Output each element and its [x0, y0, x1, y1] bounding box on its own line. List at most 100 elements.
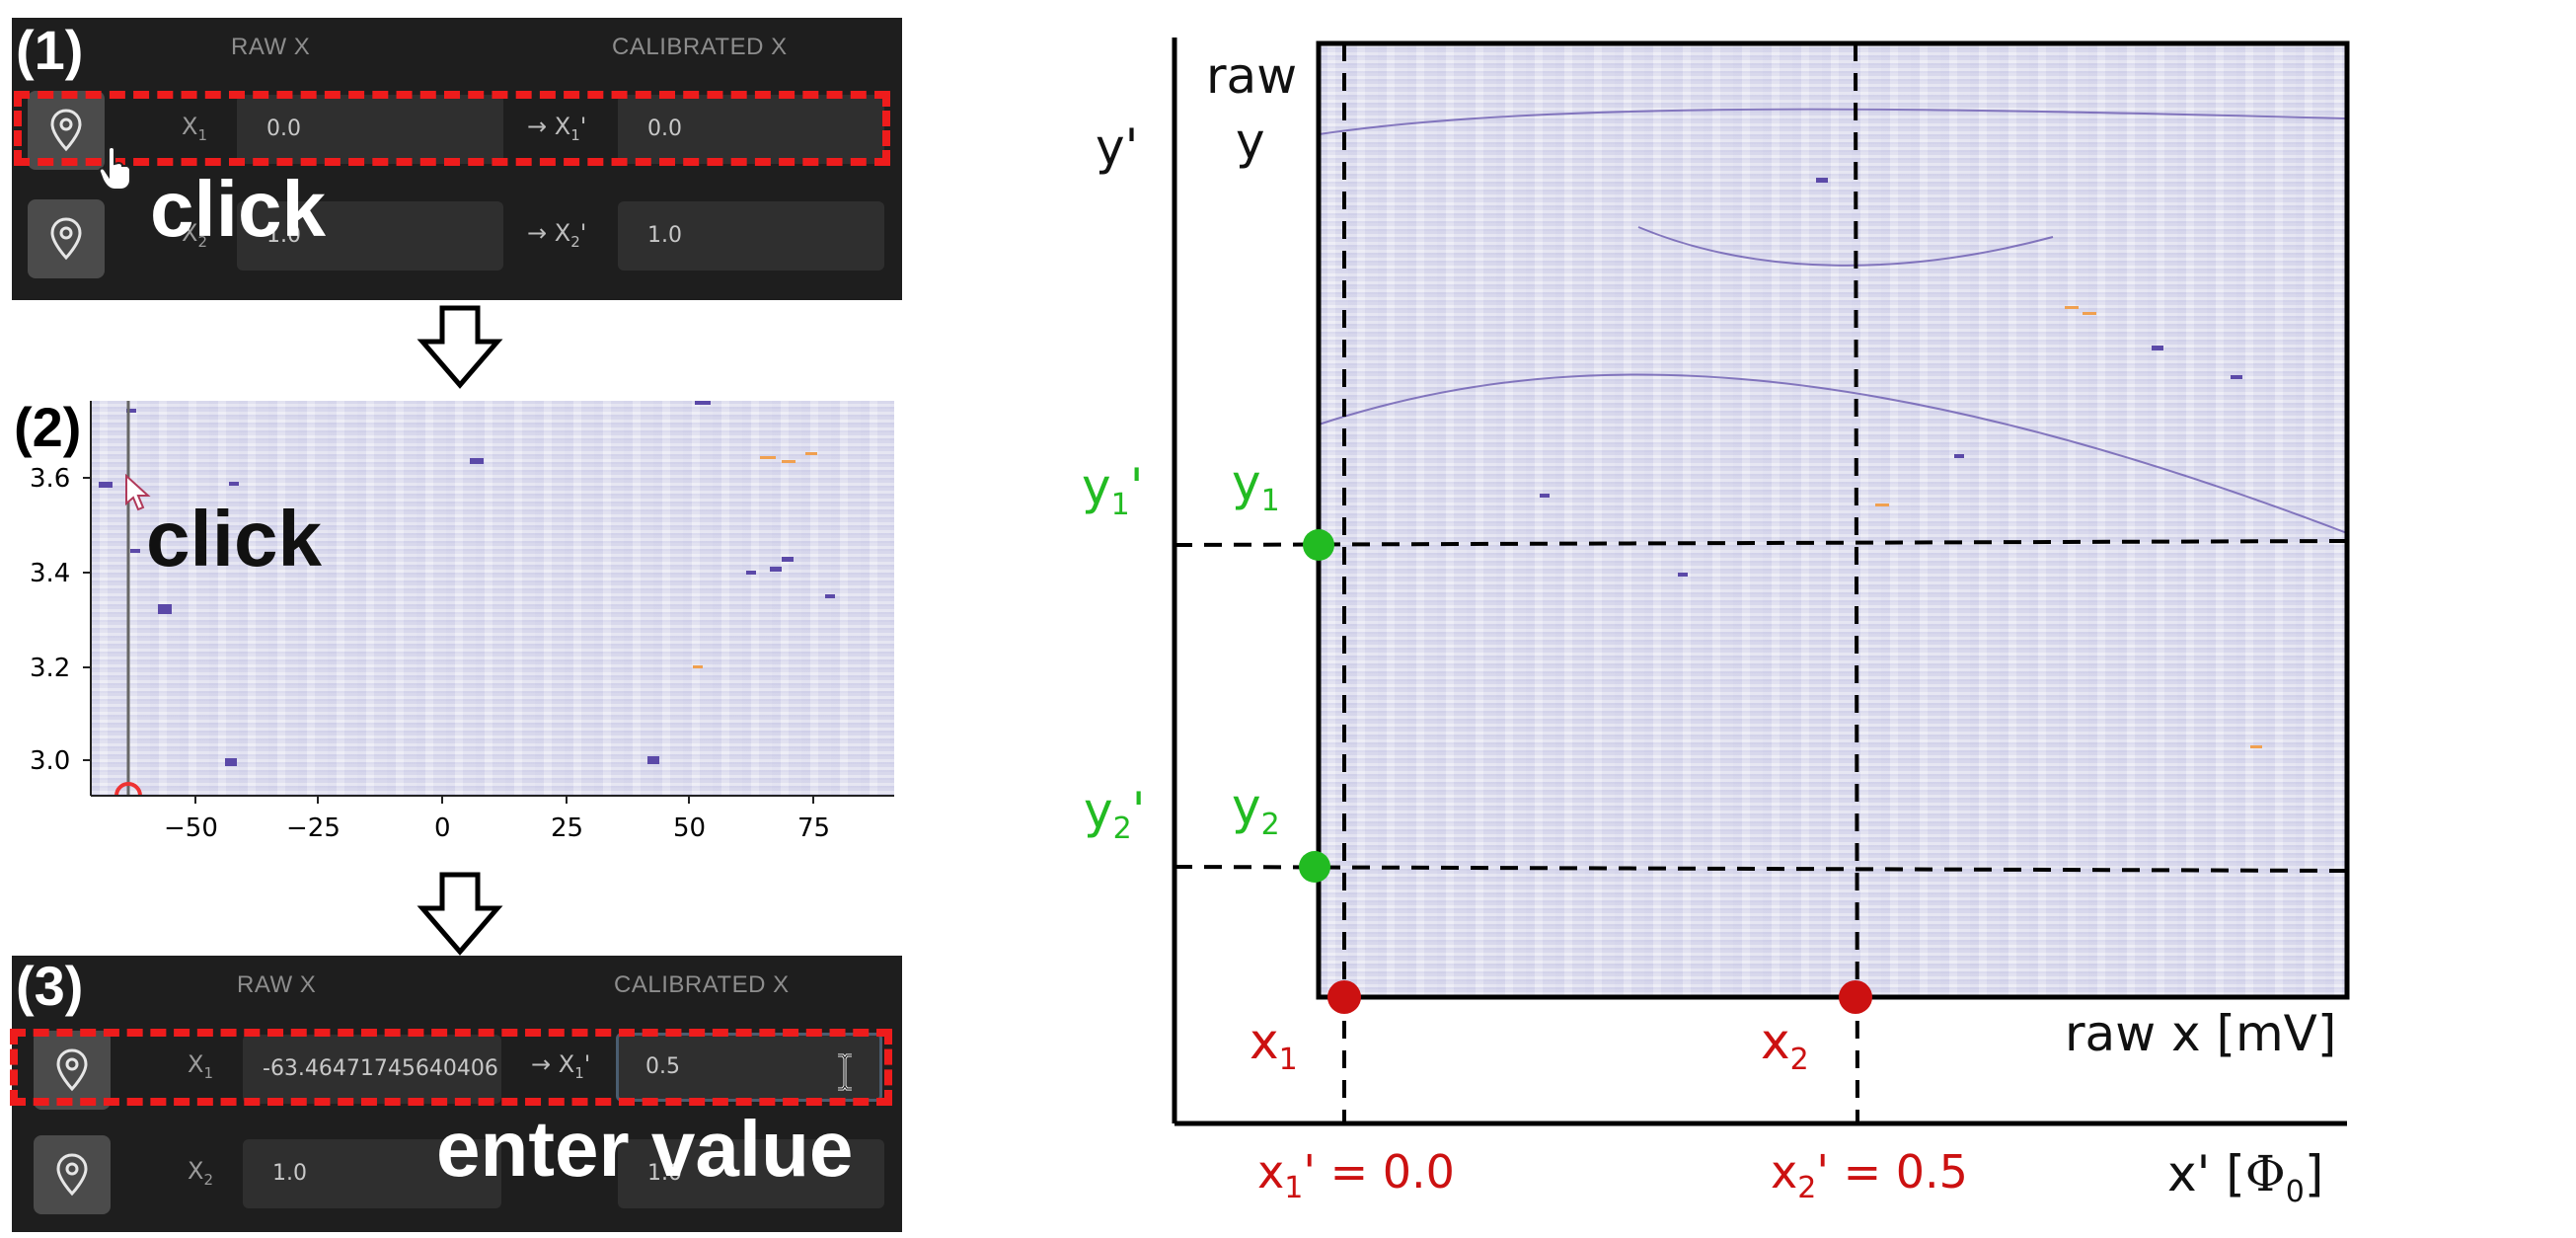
- calibrated-x-header: CALIBRATED X: [614, 971, 790, 998]
- x2-label-text: X: [182, 219, 198, 247]
- x1-arrow-sub: 1: [570, 125, 580, 144]
- y-tick-label: 3.2: [30, 654, 71, 683]
- location-pin-icon: [50, 217, 82, 261]
- down-arrow-icon: [417, 872, 503, 956]
- x2-prime-label: → X2': [527, 219, 586, 251]
- y2-sub: 2: [1260, 808, 1280, 842]
- phi-sub: 0: [2285, 1175, 2305, 1209]
- x2-label-sub: 2: [197, 232, 207, 251]
- calibration-diagram: y' raw y y1 y1' y2 y2' x1 x2 raw x [mV] …: [1066, 20, 2566, 1224]
- x1-arrow-text: → X: [531, 1050, 575, 1078]
- x-tick-label: −50: [164, 813, 218, 843]
- pick-x1-button[interactable]: [28, 91, 105, 170]
- y2-label: y2: [1232, 778, 1280, 842]
- location-pin-icon: [50, 109, 82, 152]
- y1-prime-label: y1': [1082, 458, 1143, 522]
- y1-sub: 1: [1260, 484, 1280, 518]
- x-prime-axis-label: x' [Φ0]: [2167, 1145, 2323, 1209]
- y-prime-axis-label: y': [1096, 118, 1139, 176]
- x1-sub: 1: [1278, 1043, 1298, 1077]
- raw-y-label-line2: y: [1236, 113, 1265, 170]
- x-tick-label: −25: [286, 813, 341, 843]
- step3-enter-value-annotation: enter value: [436, 1105, 854, 1193]
- pick-x1-button[interactable]: [34, 1031, 111, 1110]
- step2-plot: 3.6 3.4 3.2 3.0 −50 −25 0 25 50 75 (2) c…: [0, 395, 902, 859]
- x-tick-label: 50: [673, 813, 707, 843]
- y2-base: y: [1232, 778, 1261, 835]
- text-cursor-icon: [838, 1053, 852, 1091]
- location-pin-icon: [56, 1153, 88, 1197]
- x2p-rest: ' = 0.5: [1816, 1145, 1968, 1199]
- highlight-row-x1: [10, 1029, 892, 1106]
- calibrated-x-header: CALIBRATED X: [612, 34, 788, 60]
- x2p-base: x: [1771, 1145, 1798, 1199]
- raw-x2-input[interactable]: 1.0: [243, 1139, 501, 1208]
- pick-x2-button[interactable]: [28, 199, 105, 278]
- y-tick-label: 3.4: [30, 559, 71, 588]
- step1-panel: RAW X CALIBRATED X X1 0.0 → X1' 0.0 X2 1…: [12, 18, 902, 300]
- calibrated-x1-input[interactable]: 0.0: [618, 95, 884, 164]
- xprime-text: x' [: [2167, 1145, 2245, 1202]
- step2-axes: [83, 401, 894, 804]
- x1-label-sub: 1: [203, 1063, 213, 1082]
- y2-prime-sub: 2: [1112, 812, 1132, 846]
- x-tick-label: 25: [551, 813, 584, 843]
- x2-sub: 2: [1789, 1043, 1809, 1077]
- x1-prime-label: → X1': [527, 113, 586, 144]
- down-arrow-icon: [417, 305, 503, 389]
- raw-x-header: RAW X: [231, 34, 311, 60]
- step3-panel: RAW X CALIBRATED X X1 -63.46471745640406…: [10, 955, 902, 1232]
- x1-label-text: X: [188, 1050, 204, 1078]
- x2-prime-value-label: x2' = 0.5: [1771, 1145, 1968, 1205]
- raw-x1-input[interactable]: -63.46471745640406: [243, 1035, 501, 1104]
- x1-arrow-sub: 1: [574, 1063, 584, 1082]
- calibrated-x2-input[interactable]: 1.0: [618, 201, 884, 271]
- x2-row-label: X2: [188, 1157, 213, 1189]
- diagram-overlay: [1172, 38, 2350, 1126]
- y1-prime-base: y: [1082, 458, 1111, 515]
- step2-features: [99, 401, 835, 796]
- step1-number: (1): [16, 19, 84, 81]
- hand-cursor-icon: [98, 146, 131, 191]
- raw-y-label-line1: raw: [1206, 47, 1298, 105]
- step2-click-annotation: click: [146, 495, 322, 582]
- raw-x1-input[interactable]: 0.0: [237, 95, 503, 164]
- y2-prime-mark: ': [1131, 782, 1146, 839]
- x2-arrow-sub: 2: [570, 232, 580, 251]
- x1-prime-label: → X1': [531, 1050, 590, 1082]
- phi-symbol: Φ: [2244, 1145, 2286, 1202]
- location-pin-icon: [56, 1048, 88, 1092]
- x2-base: x: [1761, 1013, 1790, 1070]
- highlight-row-x1: [14, 91, 890, 166]
- y1-prime-mark: ': [1129, 458, 1144, 515]
- y2-prime-base: y: [1084, 782, 1113, 839]
- y2-prime-label: y2': [1084, 782, 1145, 846]
- raw-x-header: RAW X: [237, 971, 317, 998]
- y1-label: y1: [1232, 454, 1280, 518]
- x2-label: x2: [1761, 1013, 1809, 1077]
- x-tick-label: 75: [797, 813, 831, 843]
- x1-base: x: [1250, 1013, 1279, 1070]
- x1-arrow-prime: ': [583, 1050, 591, 1078]
- pick-x2-button[interactable]: [34, 1135, 111, 1214]
- x1p-rest: ' = 0.0: [1303, 1145, 1455, 1199]
- step2-number: (2): [14, 396, 82, 458]
- x2p-sub: 2: [1797, 1171, 1817, 1206]
- x1p-sub: 1: [1284, 1171, 1304, 1206]
- step3-number: (3): [16, 955, 84, 1017]
- x1-label-text: X: [182, 113, 198, 140]
- x1-row-label: X1: [182, 113, 207, 144]
- xprime-close: ]: [2304, 1145, 2324, 1202]
- arrow-cursor-icon: [125, 474, 151, 511]
- x2-label-text: X: [188, 1157, 204, 1185]
- x1-arrow-text: → X: [527, 113, 571, 140]
- x2-row-label: X2: [182, 219, 207, 251]
- x2-label-sub: 2: [203, 1170, 213, 1189]
- x1-row-label: X1: [188, 1050, 213, 1082]
- calibrated-x2-input[interactable]: 1.0: [618, 1139, 884, 1208]
- y-tick-label: 3.0: [30, 746, 71, 776]
- raw-x2-input[interactable]: 1.0: [237, 201, 503, 271]
- x1p-base: x: [1257, 1145, 1285, 1199]
- x1-label: x1: [1250, 1013, 1298, 1077]
- step2-heatmap[interactable]: [91, 401, 894, 796]
